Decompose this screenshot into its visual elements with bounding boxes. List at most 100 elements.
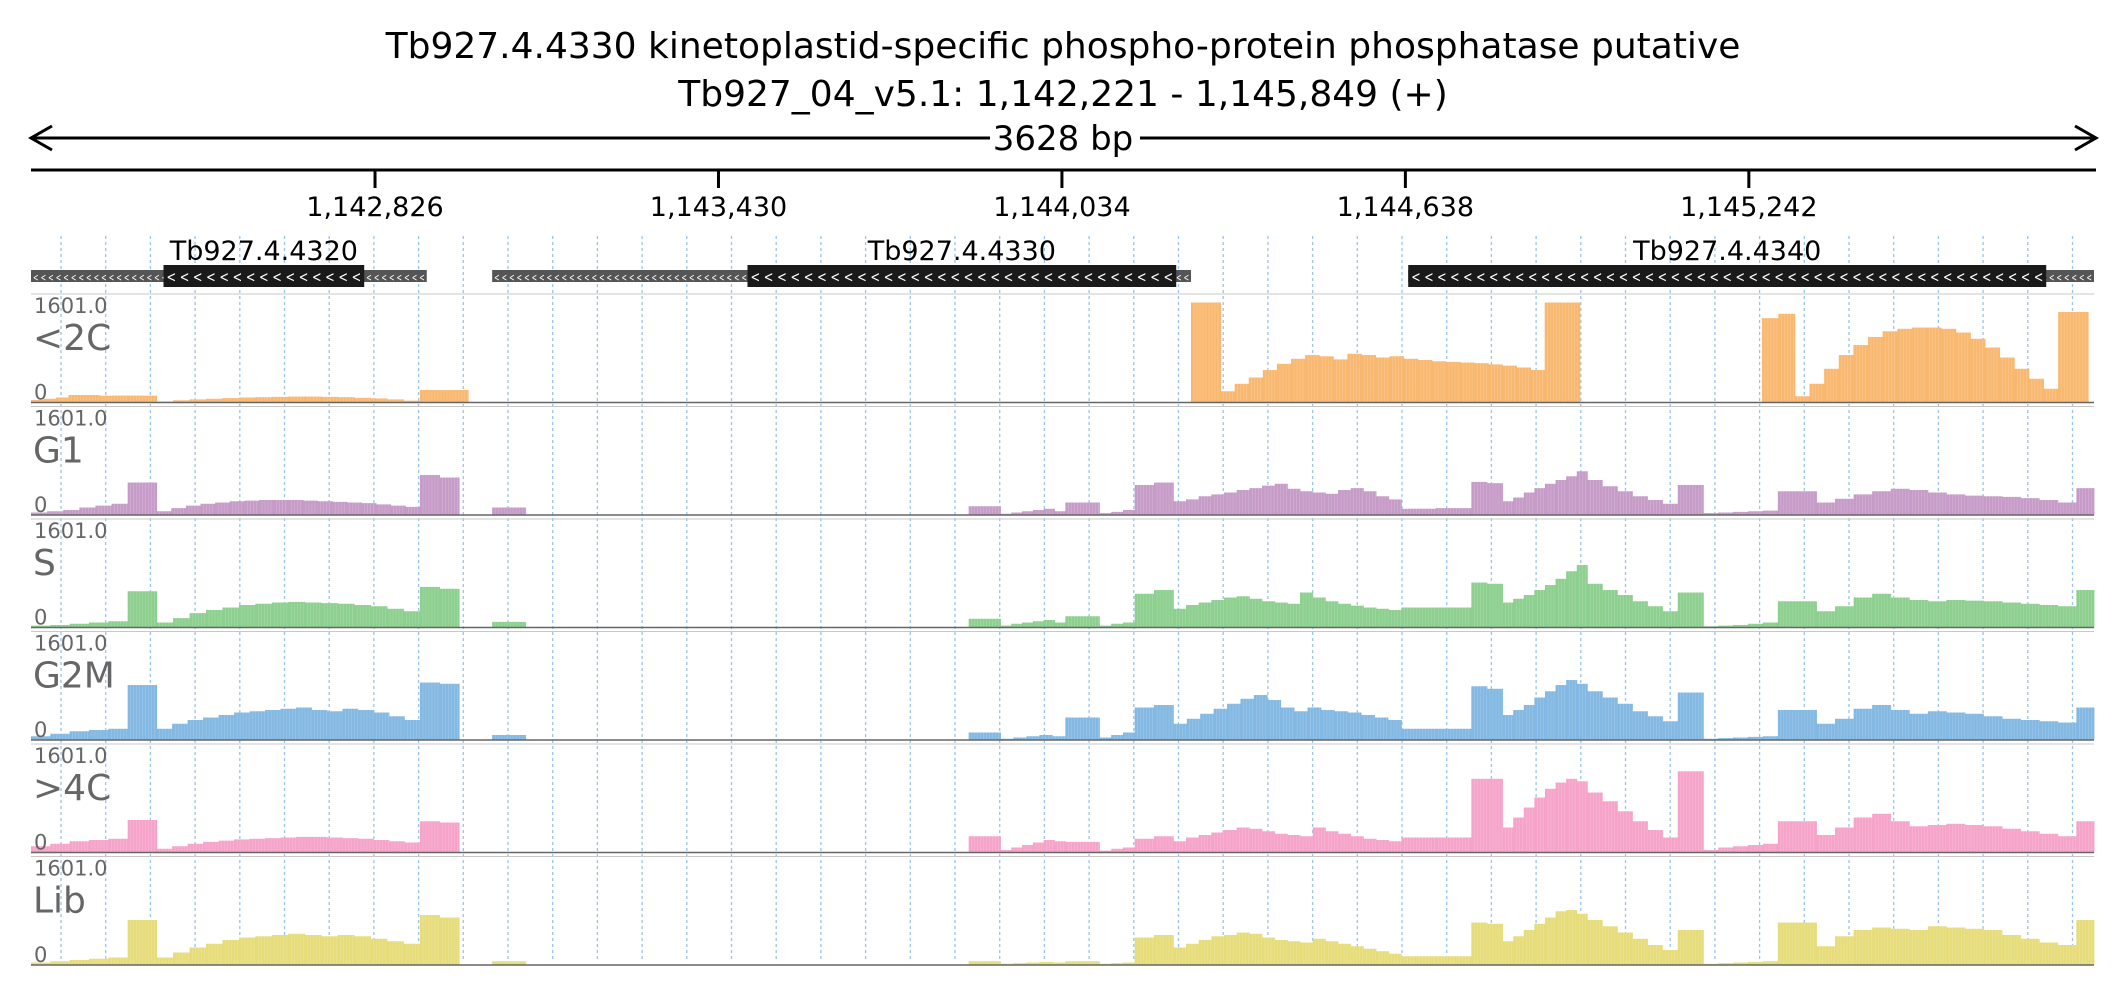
coverage-bar	[244, 500, 260, 515]
coverage-bar	[1186, 605, 1200, 628]
coverage-bar	[1733, 511, 1749, 515]
coverage-bar	[337, 935, 355, 965]
coverage-bar	[1602, 801, 1618, 853]
x-tick-label: 1,145,242	[1680, 192, 1817, 223]
x-tick-label: 1,142,826	[306, 192, 443, 223]
coverage-bar	[1534, 797, 1546, 853]
track-name-label: Lib	[33, 881, 86, 922]
coverage-bar	[1762, 736, 1779, 740]
coverage-bar	[1534, 697, 1546, 740]
coverage-bar	[1576, 683, 1588, 740]
coverage-bar	[1347, 353, 1362, 403]
coverage-bar	[373, 712, 390, 740]
coverage-bar	[1748, 845, 1764, 853]
coverage-bar	[1300, 942, 1314, 965]
coverage-bar	[265, 838, 281, 853]
coverage-bar	[1052, 962, 1066, 965]
coverage-bar	[1376, 608, 1390, 628]
coverage-bar	[327, 711, 343, 740]
coverage-bar	[317, 501, 333, 515]
coverage-bar	[1435, 956, 1472, 965]
coverage-bar	[1911, 327, 1927, 403]
coverage-bar	[387, 941, 404, 965]
coverage-bar	[1718, 625, 1734, 628]
coverage-bar	[238, 605, 256, 628]
coverage-bar	[1761, 318, 1779, 403]
coverage-bar	[1122, 962, 1136, 965]
coverage-bar	[492, 735, 527, 740]
coverage-bar	[89, 622, 109, 628]
coverage-bar	[1236, 932, 1250, 965]
coverage-bar	[31, 625, 51, 628]
coverage-bar	[31, 962, 51, 965]
coverage-bar	[108, 621, 129, 628]
coverage-bar	[1662, 503, 1679, 515]
coverage-bar	[1401, 837, 1436, 853]
coverage-bar	[354, 605, 371, 628]
coverage-bar	[1333, 359, 1348, 403]
coverage-bar	[1280, 707, 1295, 740]
coverage-bar	[1026, 962, 1040, 965]
coverage-bar	[1224, 597, 1238, 628]
coverage-bar	[1617, 703, 1633, 740]
coverage-bar	[31, 512, 48, 515]
coverage-bar	[1224, 492, 1238, 515]
coverage-bar	[1236, 596, 1250, 628]
coverage-bar	[1320, 710, 1335, 740]
coverage-bar	[1777, 710, 1817, 740]
coverage-bar	[1853, 930, 1873, 965]
coverage-bar	[1816, 835, 1836, 853]
coverage-bar	[1733, 962, 1749, 965]
coverage-bar	[2002, 718, 2022, 740]
coverage-bar	[1647, 830, 1664, 853]
coverage-bar	[1325, 941, 1339, 965]
coverage-bar	[173, 618, 190, 628]
coverage-bar	[1471, 582, 1488, 628]
coverage-bar	[280, 708, 297, 740]
coverage-bar	[1325, 831, 1339, 853]
coverage-bar	[1544, 483, 1556, 515]
coverage-bar	[108, 838, 129, 853]
coverage-bar	[108, 728, 129, 740]
coverage-bar	[200, 503, 216, 515]
coverage-bar	[127, 591, 158, 628]
coverage-bar	[1909, 713, 1929, 740]
coverage-bar	[1122, 622, 1136, 628]
coverage-bar	[1946, 494, 1966, 515]
coverage-bar	[173, 952, 190, 965]
coverage-bar	[189, 613, 207, 628]
coverage-bar	[1022, 622, 1034, 628]
coverage-bar	[1983, 826, 2003, 853]
coverage-bar	[439, 917, 460, 965]
coverage-bar	[321, 396, 339, 403]
coverage-bar	[1587, 792, 1603, 853]
track-ymin-label: 0	[34, 381, 47, 405]
coverage-bar	[1762, 510, 1779, 515]
coverage-bar	[43, 398, 57, 403]
coverage-bar	[370, 938, 388, 965]
coverage-bar	[1853, 597, 1873, 628]
gene-cds-arrows: < < < < < < < < < < < < < < <	[166, 268, 361, 286]
track-ymax-label: 1601.0	[34, 857, 107, 881]
coverage-bar	[1816, 946, 1836, 965]
coverage-bar	[1777, 922, 1817, 965]
coverage-bar	[189, 399, 207, 403]
coverage-bar	[1026, 736, 1040, 740]
coverage-bar	[1762, 843, 1779, 853]
coverage-bar	[222, 398, 240, 403]
coverage-bar	[271, 602, 289, 628]
coverage-bar	[1777, 821, 1817, 853]
coverage-bar	[1809, 383, 1825, 403]
coverage-bar	[1173, 723, 1188, 740]
coverage-bar	[1111, 848, 1124, 853]
track-ymin-label: 0	[34, 943, 47, 967]
coverage-bar	[1111, 623, 1124, 628]
coverage-bar	[2020, 938, 2040, 965]
coverage-bar	[439, 822, 460, 853]
coverage-bar	[1173, 608, 1187, 628]
coverage-bar	[321, 936, 339, 965]
coverage-bar	[1388, 610, 1402, 628]
track-1: 1601.0G1 0	[31, 406, 2095, 517]
coverage-bar	[2002, 935, 2022, 965]
